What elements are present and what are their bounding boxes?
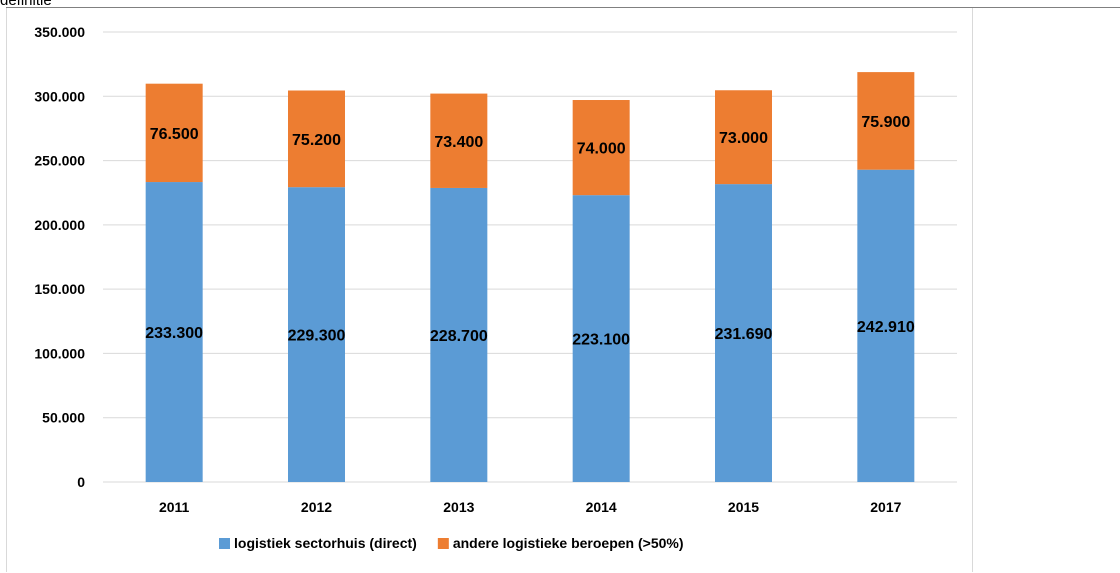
data-label: 231.690 [715,326,773,343]
y-tick-label: 150.000 [34,281,85,297]
y-tick-label: 200.000 [34,217,85,233]
bar-segment-direct [857,169,915,483]
legend-swatch [437,538,449,549]
bar-segment-andere [430,93,488,188]
data-label: 223.100 [572,332,630,349]
y-tick-label: 100.000 [34,345,85,361]
data-label: 229.300 [288,328,346,345]
data-label: 75.900 [861,114,910,131]
legend-label: andere logistieke beroepen (>50%) [453,535,684,551]
x-tick-label: 2015 [728,499,759,515]
legend-swatch [219,538,230,549]
bar-segment-andere [715,90,772,185]
x-tick-label: 2014 [586,499,617,515]
bar-segment-direct [572,195,630,482]
bar-segment-andere [572,100,630,196]
chart-area [6,8,973,572]
x-tick-label: 2012 [301,499,332,515]
y-tick-label: 50.000 [42,410,85,426]
data-label: 73.000 [719,130,768,147]
data-label: 242.910 [857,319,915,336]
x-tick-label: 2017 [870,499,901,515]
bar-segment-direct [145,182,203,483]
bar-segment-direct [715,184,772,482]
data-label: 76.500 [150,126,199,143]
page-heading-fragment: definitie [0,0,52,9]
data-label: 228.700 [430,328,488,345]
y-tick-label: 0 [77,474,85,490]
data-label: 74.000 [577,141,626,158]
bar-segment-andere [857,72,915,170]
y-tick-label: 300.000 [34,88,85,104]
bar-segment-direct [430,187,488,482]
top-divider [6,7,1120,8]
bar-segment-direct [288,187,345,482]
x-tick-label: 2011 [159,499,190,515]
data-label: 73.400 [434,134,483,151]
bar-segment-andere [288,90,345,188]
bar-segment-andere [145,83,203,183]
y-tick-label: 250.000 [34,153,85,169]
legend-label: logistiek sectorhuis (direct) [234,535,417,551]
data-label: 233.300 [145,325,203,342]
y-tick-label: 350.000 [34,24,85,40]
data-label: 75.200 [292,132,341,149]
x-tick-label: 2013 [443,499,474,515]
